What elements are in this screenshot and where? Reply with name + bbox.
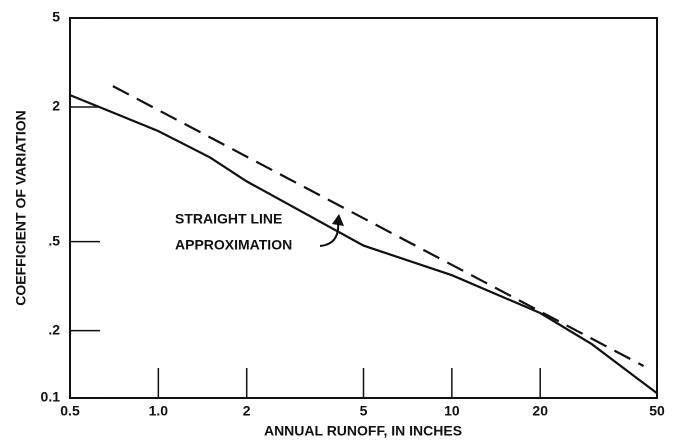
x-tick-label: 1.0 [149,403,169,419]
data-line [112,85,645,367]
data-line [69,94,658,395]
annotation: APPROXIMATION [175,237,292,253]
annotation: STRAIGHT LINE [175,211,282,227]
x-tick-label: 50 [649,403,665,419]
plot-frame [69,17,658,399]
x-tick-label: 10 [444,403,460,419]
annotation-arrow [319,221,340,247]
y-tick-label: .5 [48,232,60,248]
y-tick-label: 0.1 [41,389,61,405]
x-tick-label: 0.5 [60,403,80,419]
y-axis-label: COEFFICIENT OF VARIATION [13,110,29,305]
x-tick-label: 5 [360,403,368,419]
x-axis-label: ANNUAL RUNOFF, IN INCHES [264,423,462,439]
y-tick-label: 2 [52,98,60,114]
x-tick-label: 20 [532,403,548,419]
annotation-arrowhead [332,214,344,226]
y-tick-label: 5 [52,9,60,25]
y-tick-label: .2 [48,321,60,337]
x-tick-label: 2 [243,403,251,419]
